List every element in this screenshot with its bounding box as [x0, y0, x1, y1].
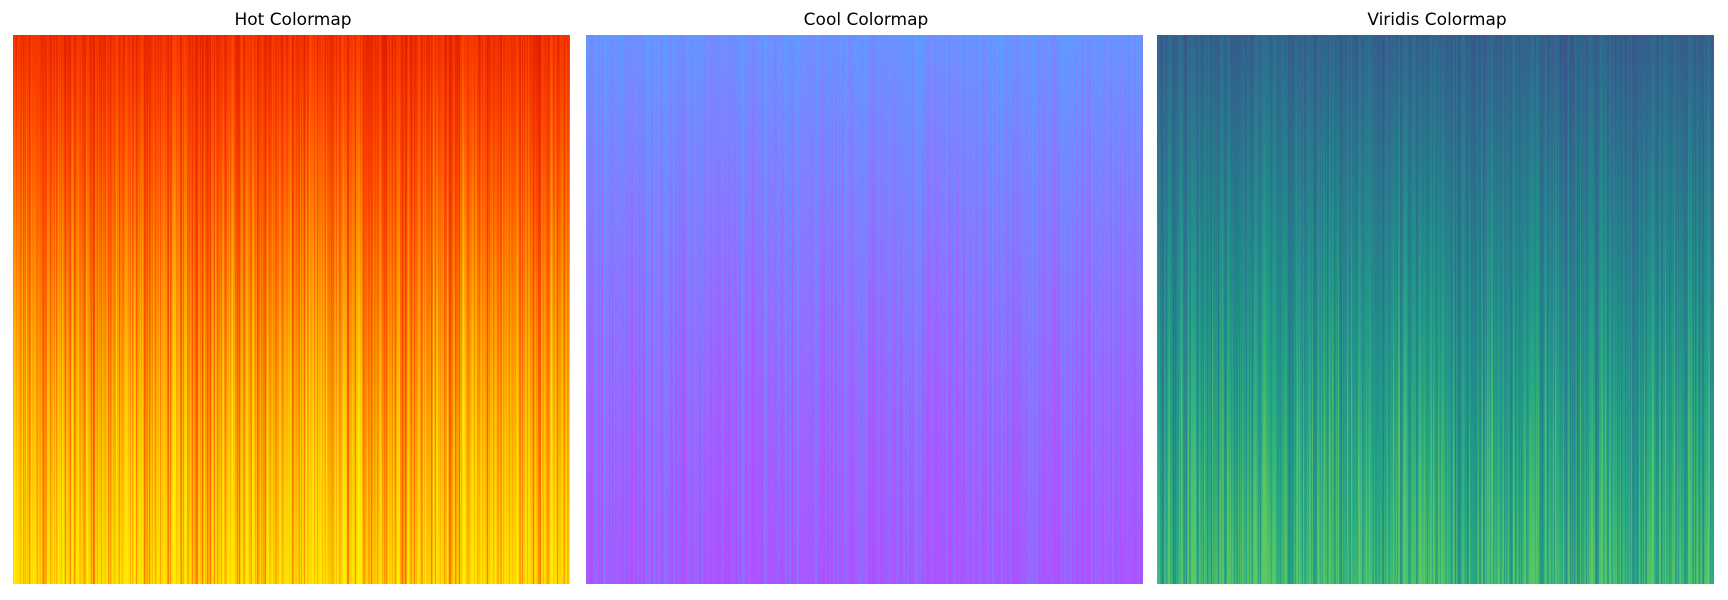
hot-colormap-title: Hot Colormap — [234, 10, 352, 30]
viridis-colormap-heatmap — [1157, 35, 1714, 584]
cool-colormap-heatmap — [586, 35, 1143, 584]
viridis-colormap-panel: Viridis Colormap — [1157, 0, 1717, 600]
cool-colormap-title: Cool Colormap — [803, 10, 929, 30]
hot-colormap-heatmap — [13, 35, 570, 584]
hot-colormap-panel: Hot Colormap — [13, 0, 573, 600]
cool-colormap-panel: Cool Colormap — [586, 0, 1146, 600]
viridis-colormap-title: Viridis Colormap — [1367, 10, 1507, 30]
